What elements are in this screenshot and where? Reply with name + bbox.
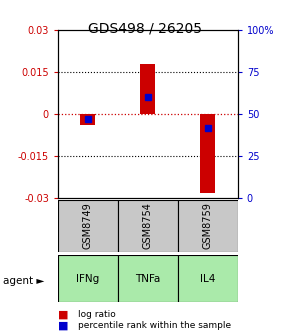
FancyBboxPatch shape	[178, 255, 238, 302]
Text: agent ►: agent ►	[3, 276, 44, 286]
FancyBboxPatch shape	[58, 200, 118, 252]
Bar	[80, 114, 95, 125]
Text: log ratio: log ratio	[78, 310, 116, 319]
Bar	[140, 64, 155, 114]
Text: GSM8749: GSM8749	[83, 203, 93, 249]
Text: GSM8759: GSM8759	[203, 203, 213, 249]
Text: IFNg: IFNg	[76, 274, 99, 284]
Text: IL4: IL4	[200, 274, 215, 284]
Text: GSM8754: GSM8754	[143, 203, 153, 249]
Text: ■: ■	[58, 309, 68, 319]
Bar	[200, 114, 215, 193]
Text: TNFa: TNFa	[135, 274, 161, 284]
Text: ■: ■	[58, 321, 68, 331]
Text: percentile rank within the sample: percentile rank within the sample	[78, 322, 231, 330]
FancyBboxPatch shape	[118, 255, 178, 302]
FancyBboxPatch shape	[118, 200, 178, 252]
Text: GDS498 / 26205: GDS498 / 26205	[88, 22, 202, 36]
FancyBboxPatch shape	[178, 200, 238, 252]
FancyBboxPatch shape	[58, 255, 118, 302]
